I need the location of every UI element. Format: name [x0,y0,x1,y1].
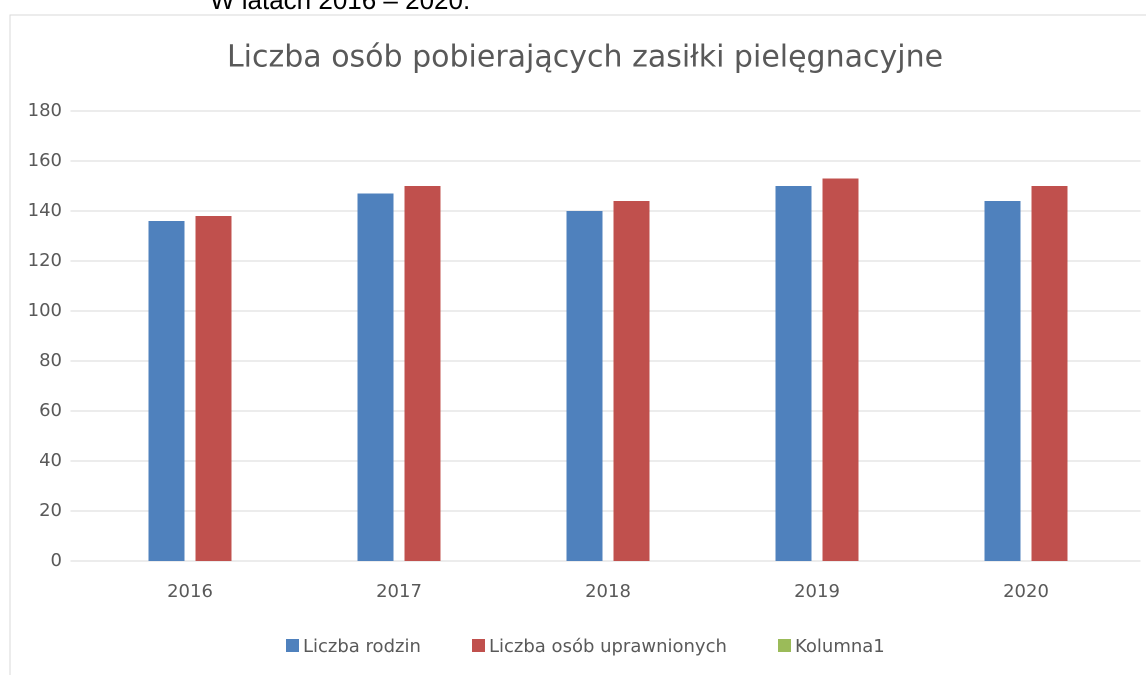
legend-label: Liczba osób uprawnionych [489,636,727,657]
bar [195,216,232,561]
y-tick-label: 20 [39,500,62,521]
y-tick-label: 0 [51,550,62,571]
page-text: W latach 2016 – 2020. [210,0,470,15]
bar [775,186,812,561]
bar [357,193,394,561]
bar [984,201,1021,561]
legend-label: Liczba rodzin [303,636,421,657]
x-tick-label: 2019 [794,581,840,602]
chart-title: Liczba osób pobierających zasiłki pielęg… [227,40,943,75]
y-tick-label: 180 [28,100,62,121]
legend-label: Kolumna1 [795,636,885,657]
y-tick-label: 80 [39,350,62,371]
x-tick-label: 2017 [376,581,422,602]
legend-swatch [778,639,791,652]
x-tick-label: 2018 [585,581,631,602]
y-tick-label: 140 [28,200,62,221]
bar [1031,186,1068,561]
legend-swatch [472,639,485,652]
bar [566,211,603,561]
y-tick-label: 160 [28,150,62,171]
y-tick-label: 100 [28,300,62,321]
y-tick-label: 120 [28,250,62,271]
bar [613,201,650,561]
bar [404,186,441,561]
legend-swatch [286,639,299,652]
y-tick-label: 60 [39,400,62,421]
x-tick-label: 2016 [167,581,213,602]
y-tick-label: 40 [39,450,62,471]
x-tick-label: 2020 [1003,581,1049,602]
bar [148,221,185,561]
bar [822,178,859,561]
